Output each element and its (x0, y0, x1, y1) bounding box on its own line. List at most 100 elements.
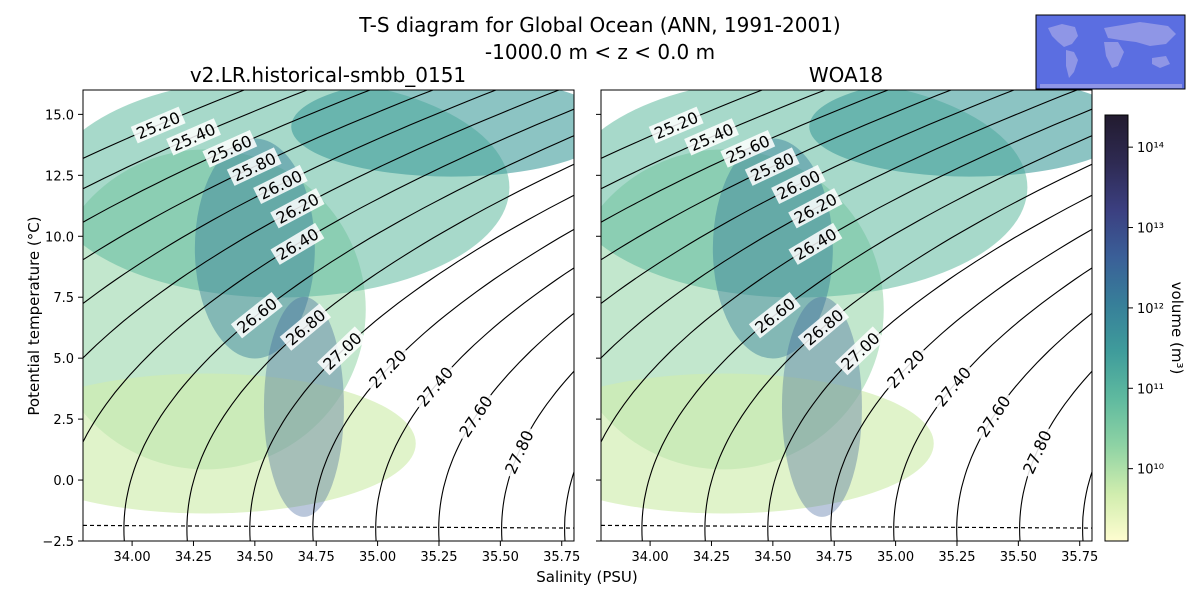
contour-label-bg (1017, 424, 1056, 480)
x-tick-label: 35.25 (420, 550, 457, 565)
map-australia (1152, 56, 1170, 68)
x-tick-label: 34.75 (298, 550, 335, 565)
volume-blob (601, 373, 934, 514)
density-contour (601, 90, 953, 261)
density-contour (601, 108, 1092, 444)
contour-label-bg (971, 389, 1016, 443)
x-tick-label: 34.25 (175, 550, 212, 565)
x-tick-label: 34.75 (816, 550, 853, 565)
x-tick-label: 35.00 (877, 550, 914, 565)
contour-label: 27.40 (413, 363, 457, 410)
x-tick-label: 34.00 (631, 550, 668, 565)
x-tick-label: 35.75 (543, 550, 580, 565)
y-ticks-right (596, 113, 601, 542)
colorbar-tick-label: 10¹² (1137, 302, 1164, 317)
y-tick-label: 10.0 (45, 230, 74, 245)
x-tick-label: 35.50 (1000, 550, 1037, 565)
contour-label-bg (411, 360, 459, 413)
contour-label-bg (363, 343, 412, 394)
x-tick-label: 34.25 (693, 550, 730, 565)
density-contour (830, 228, 1092, 541)
density-contour (83, 90, 246, 160)
freezing-line (601, 524, 1092, 529)
y-tick-label: 7.5 (53, 291, 74, 306)
contour-label-bg (130, 106, 186, 144)
map-africa (1104, 42, 1124, 68)
volume-blob (194, 138, 315, 359)
density-contour (767, 194, 1092, 541)
contour-label-bg (226, 147, 282, 186)
freezing-line (83, 524, 574, 529)
y-tick-label: −2.5 (42, 535, 74, 550)
contour-label-bg (253, 164, 308, 205)
y-tick-label: 0.0 (53, 474, 74, 489)
x-ticks-right: 34.00 34.25 34.50 34.75 35.00 35.25 35.50 35.75 (631, 541, 1098, 565)
density-contour (312, 228, 574, 541)
colorbar-tick-label: 10¹¹ (1137, 382, 1164, 397)
x-tick-label: 35.00 (359, 550, 396, 565)
contour-label-bg (166, 118, 221, 156)
contour-label-bg (648, 106, 704, 144)
contour-label: 27.80 (1019, 427, 1056, 477)
y-tick-label: 5.0 (53, 352, 74, 367)
contour-label-bg (202, 129, 258, 168)
contour-label: 27.20 (365, 346, 410, 392)
colorbar-bar (1104, 114, 1129, 542)
colorbar-tick-label: 10¹³ (1137, 222, 1164, 237)
density-contour (704, 163, 1092, 541)
colorbar-tick-label: 10¹⁴ (1137, 141, 1164, 156)
contour-label-bg (929, 360, 977, 413)
y-tick-label: 15.0 (45, 108, 74, 123)
density-contour (375, 267, 574, 541)
contour-label-bg (684, 118, 739, 156)
x-tick-label: 34.50 (754, 550, 791, 565)
volume-blob (781, 296, 862, 517)
volume-blob (712, 138, 833, 359)
contour-label-bg (230, 291, 283, 339)
x-tick-label: 35.50 (482, 550, 519, 565)
contour-label: 27.20 (883, 346, 928, 392)
y-ticks-left: −2.5 0.0 2.5 5.0 7.5 10.0 12.5 15.0 (42, 108, 83, 550)
contour-label-bg (748, 291, 801, 339)
density-blobs-left (83, 90, 574, 529)
contour-label-bg (788, 188, 843, 229)
axes-frame-left (82, 89, 575, 542)
contour-label-bg (720, 129, 776, 168)
contour-label: 27.60 (973, 392, 1014, 441)
panel-title-right: WOA18 (809, 63, 883, 87)
density-contour (956, 312, 1092, 541)
x-axis-label: Salinity (PSU) (536, 568, 638, 586)
density-contour (83, 90, 435, 261)
density-contour (249, 194, 574, 541)
volume-blob (263, 296, 344, 517)
x-tick-label: 35.75 (1061, 550, 1098, 565)
panel-right: WOA18 25.2025.4025.6025.8026.0026.2026.4… (596, 63, 1098, 565)
density-contour (601, 90, 764, 160)
density-contour (83, 90, 561, 359)
y-tick-label: 12.5 (45, 169, 74, 184)
contour-label: 27.60 (455, 392, 496, 441)
contour-label-bg (270, 188, 325, 229)
density-contour (601, 90, 1079, 359)
contour-label-bg (499, 424, 538, 480)
map-antarctica (1040, 84, 1182, 88)
density-contour (186, 163, 574, 541)
colorbar-label: volume (m³) (1168, 282, 1186, 375)
axes-frame-right (600, 89, 1093, 542)
colorbar-tick-label: 10¹⁰ (1137, 463, 1164, 478)
contour-label-bg (835, 326, 886, 376)
map-south-america (1066, 50, 1078, 78)
map-north-america (1048, 24, 1078, 47)
colorbar-ticks: 10¹⁴ 10¹³ 10¹² 10¹¹ 10¹⁰ (1128, 141, 1164, 478)
contour-label-bg (744, 147, 800, 186)
y-tick-label: 2.5 (53, 413, 74, 428)
figure-subtitle: -1000.0 m < z < 0.0 m (485, 40, 715, 64)
contour-label-bg (797, 303, 850, 351)
panel-left: v2.LR.historical-smbb_0151 25.2025.4025.… (42, 63, 580, 565)
contour-label-bg (279, 303, 332, 351)
contour-label: 27.80 (501, 427, 538, 477)
y-axis-label: Potential temperature (°C) (25, 216, 43, 415)
x-tick-label: 34.00 (113, 550, 150, 565)
volume-blob (291, 90, 574, 177)
figure-title: T-S diagram for Global Ocean (ANN, 1991-… (358, 13, 840, 37)
